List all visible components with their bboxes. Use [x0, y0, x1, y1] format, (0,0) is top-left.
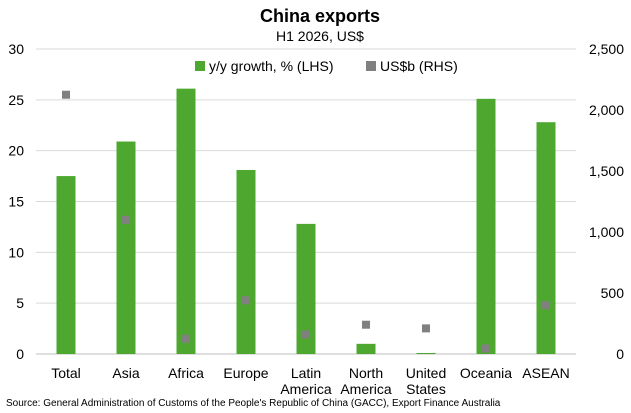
- bar: [236, 169, 256, 354]
- point-series: [62, 90, 550, 353]
- right-tick-label: 1,000: [589, 224, 624, 240]
- legend-point-swatch: [366, 61, 376, 71]
- left-tick-label: 20: [8, 143, 24, 159]
- left-tick-label: 30: [8, 41, 24, 57]
- chart-title: China exports: [260, 6, 380, 26]
- left-tick-label: 10: [8, 244, 24, 260]
- left-tick-label: 25: [8, 92, 24, 108]
- bar: [56, 176, 76, 354]
- point-marker: [362, 320, 370, 329]
- point-marker: [542, 301, 550, 310]
- left-tick-label: 15: [8, 194, 24, 210]
- category-label: States: [406, 381, 446, 397]
- right-tick-label: 1,500: [589, 163, 624, 179]
- category-label: Total: [51, 365, 81, 381]
- bar: [356, 343, 376, 354]
- bar-series: [56, 88, 556, 355]
- source-note: Source: General Administration of Custom…: [6, 398, 501, 409]
- point-marker: [482, 344, 490, 353]
- category-label: United: [406, 365, 446, 381]
- category-label: ASEAN: [522, 365, 569, 381]
- legend: y/y growth, % (LHS) US$b (RHS): [195, 58, 458, 74]
- bar: [176, 88, 196, 355]
- right-tick-label: 0: [616, 346, 624, 362]
- point-marker: [242, 296, 250, 305]
- category-label: America: [280, 381, 332, 397]
- right-axis: 0 500 1,000 1,500 2,000 2,500: [589, 41, 624, 362]
- category-label: Latin: [291, 365, 321, 381]
- left-tick-label: 5: [16, 295, 24, 311]
- category-label: Europe: [223, 365, 268, 381]
- right-tick-label: 2,000: [589, 102, 624, 118]
- bar: [476, 98, 496, 354]
- x-axis: Total Asia Africa Europe LatinAmericaNorthAm…: [51, 365, 570, 397]
- bar: [416, 352, 436, 354]
- legend-point-label: US$b (RHS): [380, 58, 458, 74]
- legend-bar-swatch: [195, 61, 205, 71]
- point-marker: [122, 215, 130, 224]
- point-marker: [302, 330, 310, 339]
- right-tick-label: 2,500: [589, 41, 624, 57]
- bar: [116, 141, 136, 354]
- legend-bar-label: y/y growth, % (LHS): [209, 58, 333, 74]
- point-marker: [422, 324, 430, 333]
- point-marker: [182, 334, 190, 343]
- right-tick-label: 500: [601, 285, 625, 301]
- point-marker: [62, 90, 70, 99]
- category-label: Oceania: [460, 365, 512, 381]
- category-label: America: [340, 381, 392, 397]
- left-tick-label: 0: [16, 346, 24, 362]
- bar: [296, 223, 316, 354]
- left-axis: 0 5 10 15 20 25 30: [8, 41, 24, 362]
- chart-subtitle: H1 2026, US$: [276, 28, 364, 44]
- category-label: Asia: [112, 365, 139, 381]
- category-label: Africa: [168, 365, 204, 381]
- bar: [536, 122, 556, 354]
- category-label: North: [349, 365, 383, 381]
